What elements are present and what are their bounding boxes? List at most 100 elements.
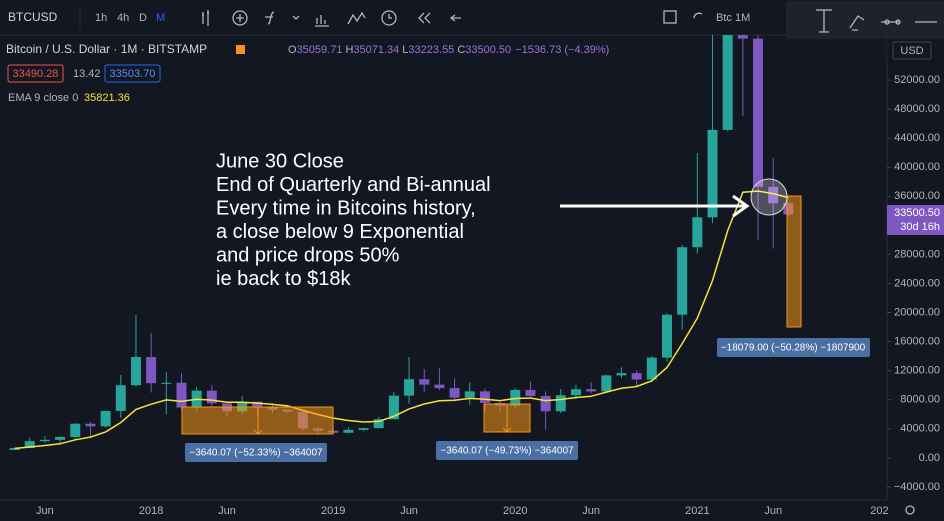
x-tick-label: 2021 — [685, 505, 709, 517]
candle-body — [692, 217, 703, 248]
last-price-tag — [887, 205, 944, 235]
candle-body — [70, 423, 81, 438]
y-tick-label: 24000.00 — [894, 277, 940, 289]
drawing-icons[interactable] — [816, 9, 937, 33]
spread: 13.42 — [73, 68, 101, 80]
ask[interactable]: 33503.70 — [110, 68, 156, 80]
annotation-arrow — [560, 194, 750, 218]
candle-body — [206, 390, 217, 404]
plot-area — [9, 35, 794, 451]
settings-icon[interactable] — [905, 505, 915, 515]
bid[interactable]: 33490.28 — [13, 68, 59, 80]
ema-line — [14, 190, 789, 450]
ohlc-legend: O35059.71 H35071.34 L33223.55 C33500.50 −153… — [288, 44, 609, 56]
ohlc-value: 35059.71 — [297, 44, 343, 56]
candle-body — [85, 423, 96, 427]
currency[interactable]: USD — [900, 45, 923, 57]
candle-body — [100, 410, 111, 427]
candle-body — [601, 375, 612, 392]
candle-body — [570, 389, 581, 396]
candle-body — [434, 384, 445, 389]
candle-body — [373, 419, 384, 429]
candle-body — [115, 385, 126, 411]
symbol[interactable]: BTCUSD — [8, 10, 58, 24]
candle-body — [753, 38, 764, 187]
y-tick-label: 48000.00 — [894, 103, 940, 115]
candle-body — [586, 389, 597, 392]
annotation-line: June 30 Close — [216, 150, 344, 172]
y-tick-label: 52000.00 — [894, 74, 940, 86]
annotation-line: Every time in Bitcoins history, — [216, 197, 476, 219]
candle-body — [616, 373, 627, 376]
ohlc-key: C — [457, 44, 465, 56]
candle-body — [737, 35, 748, 39]
x-tick-label: Jun — [400, 505, 418, 517]
y-tick-label: −4000.00 — [894, 481, 940, 493]
x-tick-label: Jun — [218, 505, 236, 517]
layout-name[interactable]: Btc 1M — [716, 12, 750, 24]
measure-label-box — [717, 338, 870, 357]
candle-body — [252, 401, 263, 407]
legend-title: Bitcoin / U.S. Dollar · 1M · BITSTAMP — [6, 42, 207, 56]
candle-body — [9, 448, 20, 451]
drawing-toolbar — [786, 1, 944, 39]
indicator-value: 35821.36 — [84, 92, 130, 104]
candle-body — [525, 389, 536, 396]
measure-label: −3640.07 (−49.73%) −364007 — [440, 446, 574, 457]
ohlc-value: 33223.55 — [408, 44, 454, 56]
currency-border[interactable] — [892, 41, 932, 60]
annotation-line: End of Quarterly and Bi-annual — [216, 174, 491, 196]
candle-body — [24, 441, 35, 449]
interval[interactable]: 1h — [95, 12, 107, 24]
ohlc-key: H — [345, 44, 353, 56]
y-tick-label: 16000.00 — [894, 336, 940, 348]
y-tick-label: 4000.00 — [900, 423, 940, 435]
candle-body — [161, 382, 172, 384]
y-tick-label: 28000.00 — [894, 248, 940, 260]
candle-body — [662, 314, 672, 358]
candle-body — [388, 395, 399, 420]
ohlc-key: O — [288, 44, 297, 56]
measure-arrow — [253, 407, 263, 435]
x-tick-label: 202 — [870, 505, 888, 517]
candle-body — [39, 439, 50, 442]
annotation-line: a close below 9 Exponential — [216, 221, 464, 243]
candle-body — [55, 437, 66, 440]
ask-box[interactable] — [104, 64, 161, 83]
candle-body — [358, 428, 369, 430]
candle-body — [343, 429, 354, 433]
candle-body — [146, 357, 157, 384]
measure-label: −18079.00 (−50.28%) −1807900 — [721, 343, 866, 354]
candle-body — [419, 379, 430, 385]
interval[interactable]: 4h — [117, 12, 129, 24]
x-tick-label: 2020 — [503, 505, 527, 517]
countdown: 30d 16h — [900, 221, 940, 233]
exchange-flag — [236, 45, 245, 54]
toolbar-icons[interactable] — [202, 10, 703, 27]
x-tick-label: Jun — [764, 505, 782, 517]
highlight-circle — [750, 178, 788, 216]
candle-body — [646, 357, 657, 380]
y-tick-label: 40000.00 — [894, 161, 940, 173]
bid-box[interactable] — [7, 64, 64, 83]
measure-label: −3640.07 (−52.33%) −364007 — [189, 448, 323, 459]
annotation-line: ie back to $18k — [216, 268, 352, 290]
measure-arrow — [502, 404, 512, 433]
y-tick-label: 12000.00 — [894, 365, 940, 377]
change: −1536.73 (−4.39%) — [515, 44, 609, 56]
candle-body — [768, 186, 779, 204]
y-tick-label: 36000.00 — [894, 190, 940, 202]
measure-tools: −3640.07 (−52.33%) −364007 −3640.07 (−49… — [181, 195, 870, 462]
y-tick-label: 20000.00 — [894, 306, 940, 318]
last-price: 33500.50 — [894, 207, 940, 219]
ohlc-value: 35071.34 — [353, 44, 399, 56]
interval-active[interactable]: M — [156, 12, 165, 24]
candle-body — [449, 388, 460, 398]
y-tick-label: 8000.00 — [900, 394, 940, 406]
interval[interactable]: D — [139, 12, 147, 24]
x-tick-label: 2018 — [139, 505, 163, 517]
candle-body — [176, 382, 187, 408]
